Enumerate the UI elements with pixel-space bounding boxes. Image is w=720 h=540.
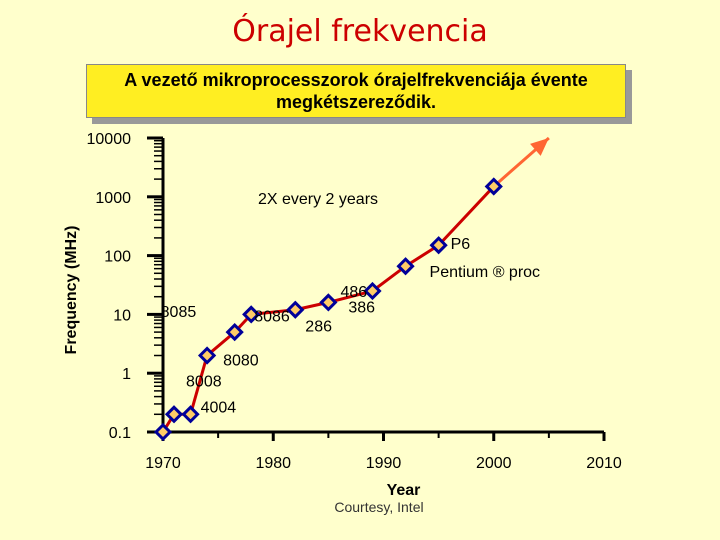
data-point	[396, 257, 415, 276]
projection-arrowhead	[530, 138, 549, 156]
point-label: 8080	[223, 352, 259, 369]
point-label: 8086	[254, 308, 290, 325]
point-label: P6	[451, 236, 471, 253]
y-tick-label: 0.1	[109, 425, 131, 442]
x-tick-label: 1970	[145, 455, 181, 472]
slide-title: Órajel frekvencia	[232, 14, 488, 49]
point-label: 8008	[186, 373, 222, 390]
growth-annotation: 2X every 2 years	[258, 191, 378, 208]
data-point	[181, 405, 200, 424]
point-label: 386	[348, 299, 375, 316]
data-point	[429, 236, 448, 255]
x-tick-label: 1980	[255, 455, 291, 472]
x-tick-label: 1990	[366, 455, 402, 472]
credit-text: Courtesy, Intel	[334, 499, 423, 515]
data-point	[153, 422, 173, 442]
subtitle-banner: A vezető mikroprocesszorok órajelfrekven…	[86, 64, 626, 118]
point-label: 286	[305, 319, 332, 336]
data-point	[225, 322, 244, 342]
data-point	[197, 346, 217, 365]
point-label: Pentium ® proc	[430, 264, 541, 281]
data-point	[319, 293, 338, 312]
x-tick-label: 2000	[476, 455, 512, 472]
data-point	[363, 281, 382, 301]
y-tick-label: 1000	[95, 190, 131, 207]
y-axis-label: Frequency (MHz)	[63, 226, 80, 355]
x-tick-label: 2010	[586, 455, 622, 472]
y-tick-label: 10000	[87, 131, 132, 148]
data-point	[484, 177, 503, 196]
data-point	[164, 405, 184, 424]
y-tick-label: 1	[122, 366, 131, 383]
point-label: 4004	[201, 399, 237, 416]
data-point	[242, 305, 261, 324]
data-point	[286, 300, 305, 319]
y-tick-label: 10	[113, 307, 131, 324]
point-label: 8085	[161, 304, 197, 321]
point-label: 486	[340, 284, 367, 301]
chart-axes: 0.1 1 10 100 1000 10000 1970 1980 1990 2000 2010 Ye…	[63, 131, 622, 499]
y-tick-label: 100	[104, 249, 131, 266]
x-axis-label: Year	[387, 482, 421, 499]
